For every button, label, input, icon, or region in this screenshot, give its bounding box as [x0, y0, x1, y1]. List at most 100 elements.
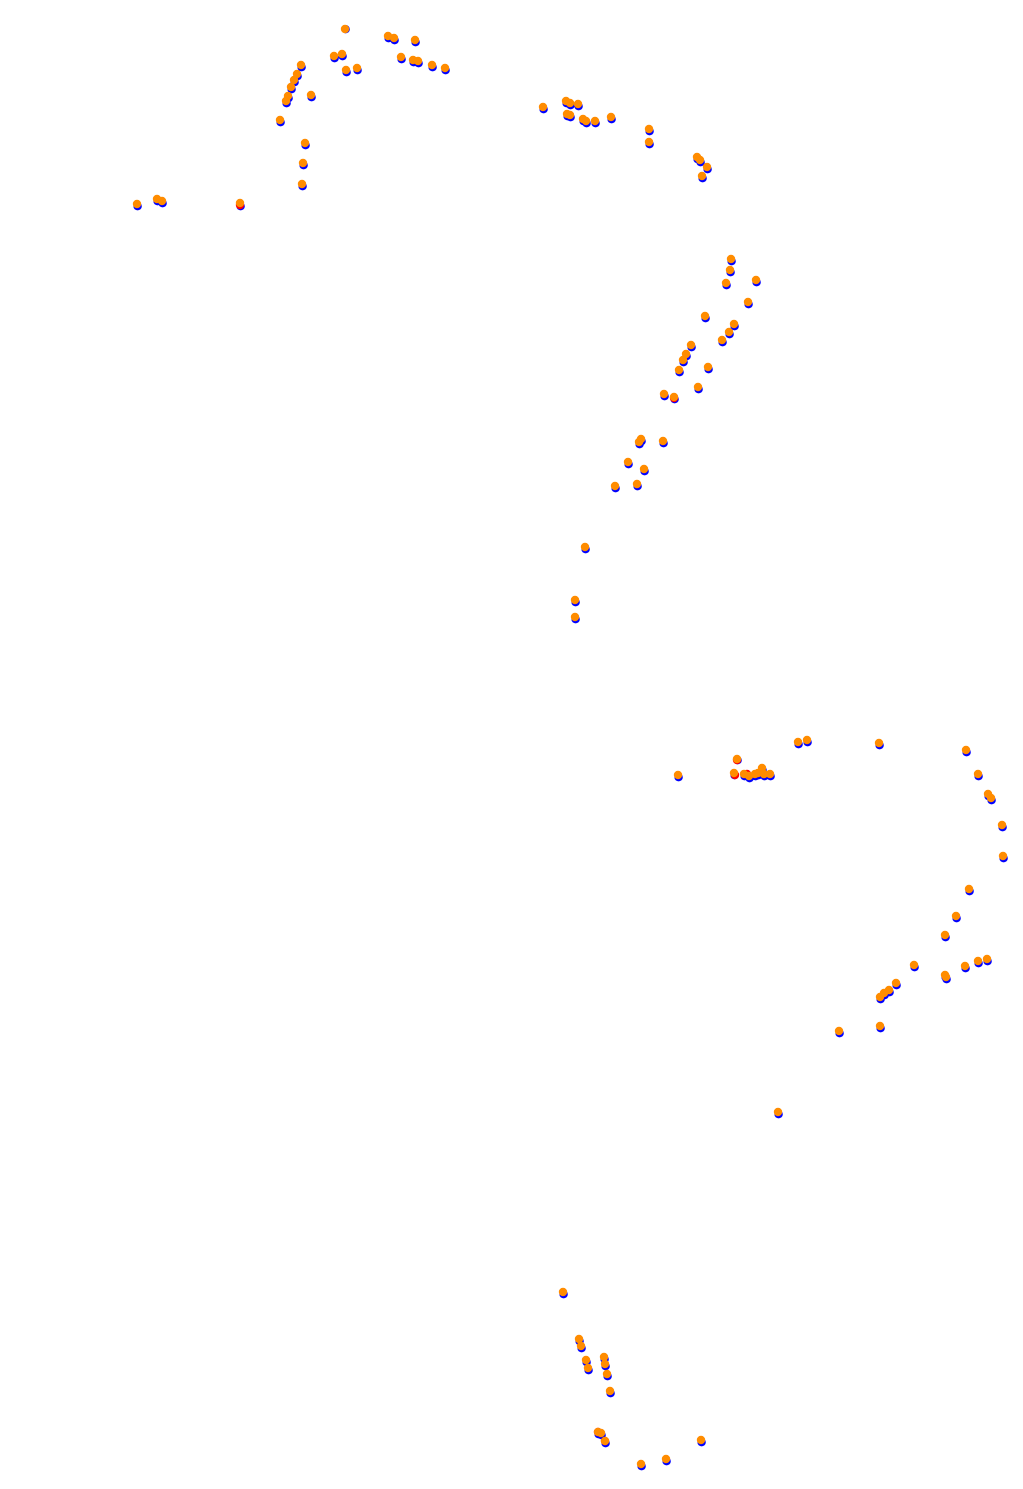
orange-point-89	[998, 851, 1008, 861]
orange-point-4	[275, 115, 285, 125]
orange-point-68	[580, 542, 590, 552]
orange-point-96	[960, 961, 970, 971]
orange-point-107	[574, 1334, 584, 1344]
orange-point-47	[751, 275, 761, 285]
orange-point-28	[538, 102, 548, 112]
orange-point-11	[306, 90, 316, 100]
orange-point-14	[300, 138, 310, 148]
orange-point-70	[570, 612, 580, 622]
orange-point-118	[636, 1459, 646, 1469]
orange-point-64	[623, 457, 633, 467]
orange-point-92	[940, 930, 950, 940]
orange-point-113	[602, 1369, 612, 1379]
orange-point-102	[875, 992, 885, 1002]
orange-point-6	[283, 91, 293, 101]
orange-point-119	[661, 1454, 671, 1464]
orange-point-103	[875, 1021, 885, 1031]
orange-point-27	[440, 63, 450, 73]
orange-point-79	[759, 769, 769, 779]
orange-point-58	[693, 382, 703, 392]
orange-point-71	[673, 770, 683, 780]
orange-point-109	[581, 1355, 591, 1365]
orange-point-104	[834, 1026, 844, 1036]
orange-point-85	[973, 769, 983, 779]
series-orange-points	[132, 24, 1008, 1469]
orange-point-18	[341, 65, 351, 75]
orange-point-97	[973, 956, 983, 966]
orange-point-73	[729, 768, 739, 778]
orange-point-60	[669, 392, 679, 402]
orange-point-10	[296, 60, 306, 70]
orange-point-26	[427, 60, 437, 70]
orange-point-90	[964, 884, 974, 894]
orange-point-52	[700, 311, 710, 321]
orange-point-13	[298, 158, 308, 168]
orange-point-51	[717, 335, 727, 345]
orange-point-62	[634, 437, 644, 447]
orange-point-63	[658, 436, 668, 446]
orange-point-37	[606, 112, 616, 122]
orange-point-111	[599, 1352, 609, 1362]
orange-point-41	[695, 155, 705, 165]
orange-point-80	[765, 769, 775, 779]
orange-point-98	[982, 954, 992, 964]
orange-point-16	[337, 49, 347, 59]
orange-point-93	[909, 960, 919, 970]
orange-point-36	[590, 116, 600, 126]
orange-point-42	[702, 162, 712, 172]
orange-point-35	[581, 116, 591, 126]
orange-point-21	[389, 33, 399, 43]
orange-point-48	[743, 297, 753, 307]
orange-point-15	[329, 51, 339, 61]
orange-point-30	[565, 98, 575, 108]
orange-point-31	[573, 99, 583, 109]
orange-point-67	[610, 481, 620, 491]
orange-point-106	[558, 1287, 568, 1297]
orange-point-45	[725, 265, 735, 275]
orange-point-99	[891, 978, 901, 988]
orange-point-95	[941, 972, 951, 982]
orange-point-72	[732, 754, 742, 764]
orange-point-39	[644, 137, 654, 147]
orange-point-66	[632, 479, 642, 489]
orange-point-9	[292, 69, 302, 79]
orange-point-22	[396, 52, 406, 62]
orange-point-2	[157, 196, 167, 206]
orange-point-108	[576, 1341, 586, 1351]
orange-point-112	[600, 1359, 610, 1369]
orange-point-65	[639, 464, 649, 474]
orange-point-43	[697, 171, 707, 181]
series-red-points	[235, 200, 767, 1446]
orange-point-82	[802, 735, 812, 745]
orange-point-17	[340, 24, 350, 34]
orange-point-84	[961, 745, 971, 755]
orange-point-105	[773, 1107, 783, 1117]
orange-point-110	[583, 1363, 593, 1373]
orange-point-25	[410, 35, 420, 45]
orange-point-116	[596, 1428, 606, 1438]
orange-point-91	[951, 911, 961, 921]
orange-point-7	[286, 82, 296, 92]
orange-point-3	[235, 198, 245, 208]
orange-point-81	[793, 737, 803, 747]
orange-point-55	[678, 355, 688, 365]
orange-point-44	[726, 254, 736, 264]
orange-point-12	[297, 179, 307, 189]
orange-point-53	[686, 340, 696, 350]
orange-point-117	[600, 1436, 610, 1446]
series-blue-points	[133, 25, 1008, 1471]
orange-point-19	[352, 63, 362, 73]
orange-point-87	[986, 793, 996, 803]
orange-point-120	[696, 1435, 706, 1445]
orange-point-88	[997, 820, 1007, 830]
orange-point-83	[874, 738, 884, 748]
orange-point-114	[605, 1386, 615, 1396]
orange-point-69	[570, 595, 580, 605]
orange-point-0	[132, 199, 142, 209]
orange-point-56	[674, 365, 684, 375]
orange-point-33	[565, 110, 575, 120]
orange-point-59	[659, 389, 669, 399]
orange-point-24	[413, 56, 423, 66]
orange-point-38	[644, 124, 654, 134]
